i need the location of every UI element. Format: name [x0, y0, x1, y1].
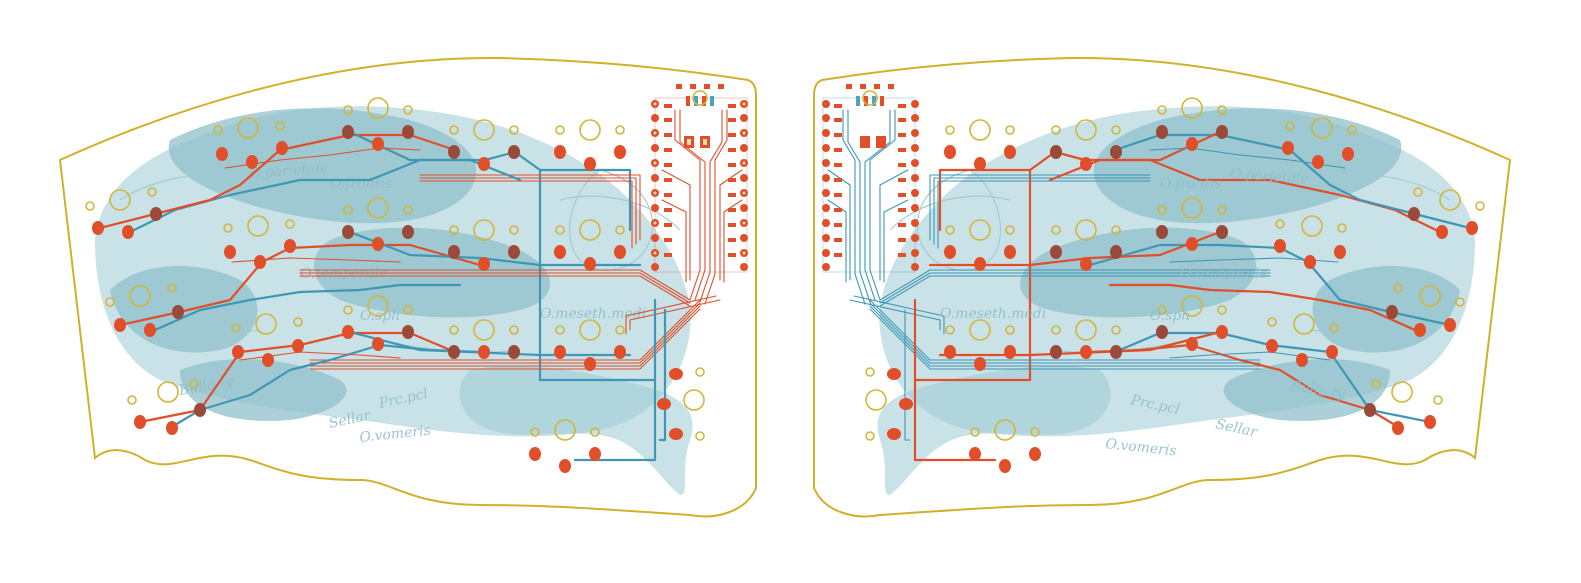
- label-temporale-right: O.temporale: [1180, 266, 1268, 282]
- label-sph-right: O.sph: [1150, 308, 1190, 324]
- right-switch-pads: [887, 125, 1478, 473]
- right-keyboard-half: [813, 56, 1512, 518]
- label-frontis-left: O.frontis: [330, 176, 392, 192]
- left-mounting-rings: [85, 97, 705, 441]
- label-vomeris-left: O.vomeris: [359, 423, 432, 446]
- left-skull-illustration: [95, 106, 693, 495]
- label-parietale-right: O.parietale: [1230, 166, 1310, 187]
- label-parietale-left: O.parietale: [249, 161, 329, 182]
- right-trace-bus: [849, 168, 1271, 462]
- label-vomeris-right: O.vomeris: [1105, 436, 1178, 459]
- label-frontis-right: O.frontis: [1160, 176, 1222, 192]
- right-mounting-rings: [865, 97, 1485, 441]
- left-trace-bus: [299, 168, 721, 462]
- right-microcontroller-footprint: [822, 84, 919, 305]
- right-column-traces: [1028, 130, 1472, 427]
- left-keyboard-half: O.parietale O.frontis O.temporale O.mese…: [58, 56, 757, 518]
- label-temporale-left: O.temporale: [300, 266, 388, 282]
- left-microcontroller-footprint: [651, 84, 748, 305]
- label-meseth-right: O.meseth.medi: [940, 306, 1046, 322]
- left-switch-pads: [92, 125, 683, 473]
- label-meseth-left: O.meseth.medi: [540, 306, 646, 322]
